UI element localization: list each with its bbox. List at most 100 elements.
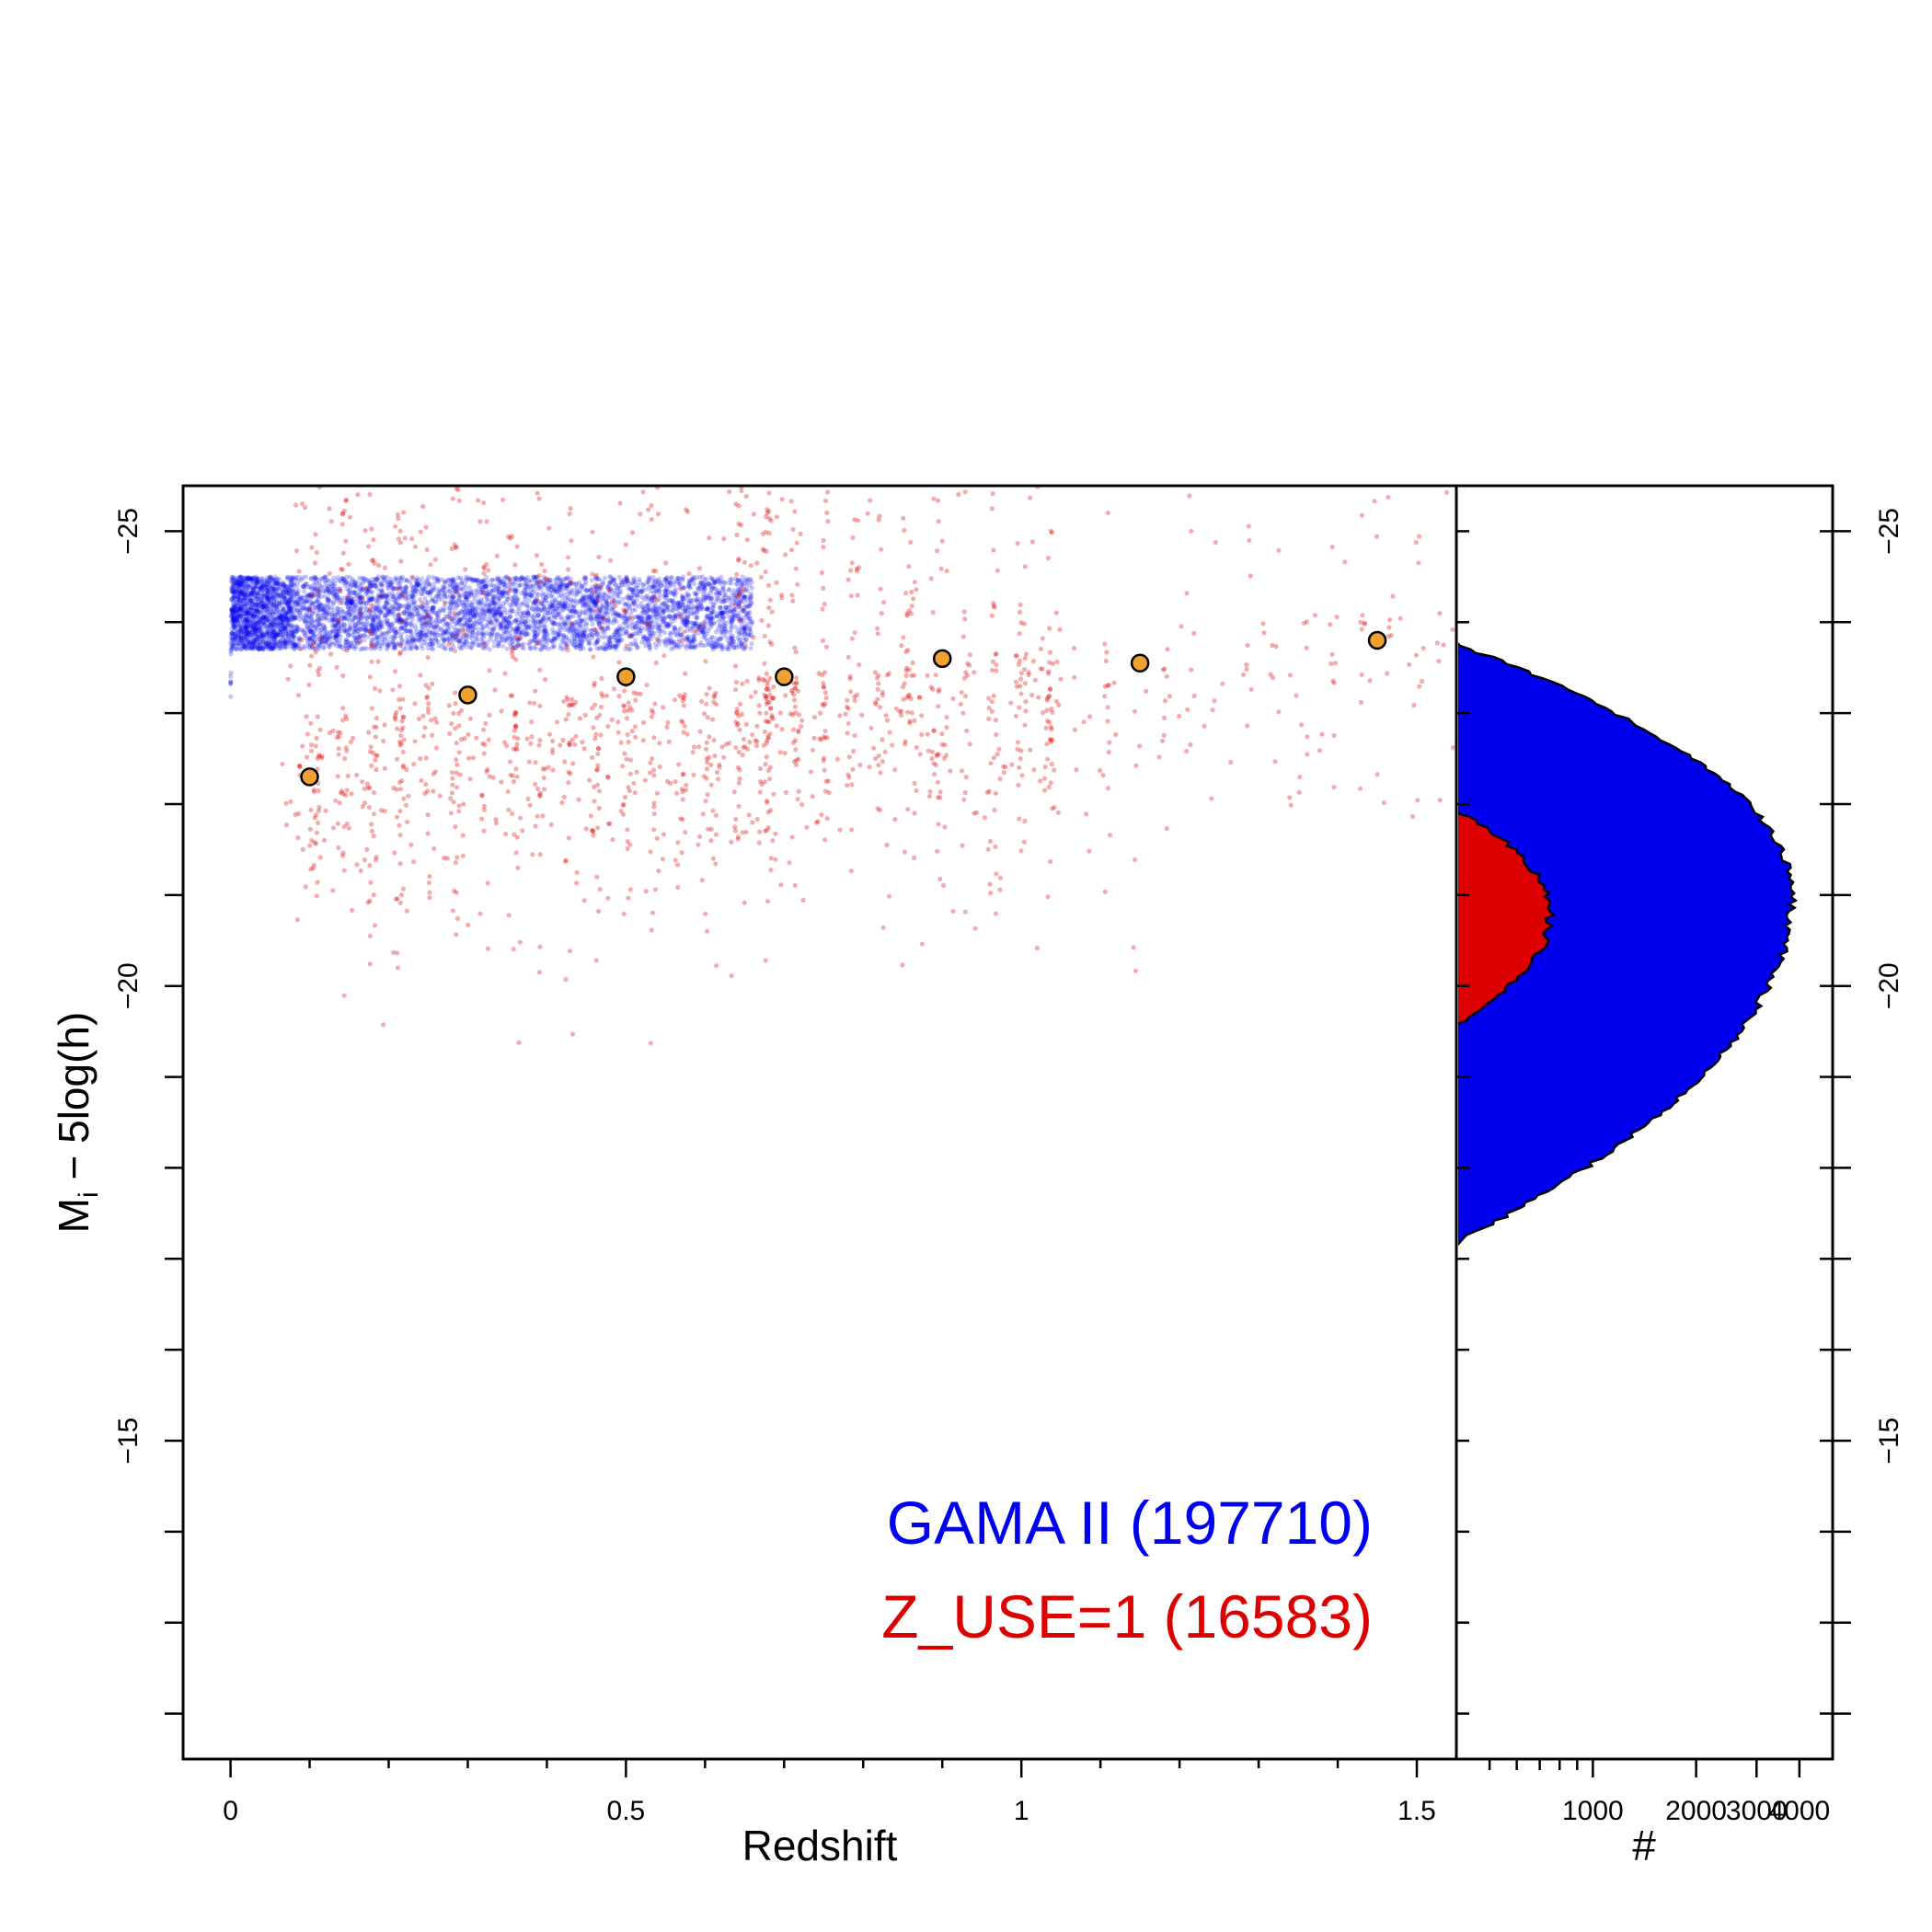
- scatter-point: [318, 621, 324, 627]
- scatter-point: [439, 627, 444, 633]
- scatter-point: [245, 642, 250, 648]
- scatter-point: [378, 607, 385, 613]
- scatter-point: [474, 636, 479, 641]
- scatter-point: [340, 575, 346, 581]
- scatter-point: [457, 592, 464, 598]
- scatter-point: [364, 586, 370, 592]
- scatter-point: [228, 638, 234, 644]
- scatter-point: [236, 641, 241, 647]
- scatter-point: [500, 604, 506, 610]
- scatter-point: [503, 574, 509, 580]
- scatter-point: [504, 610, 510, 615]
- scatter-point: [249, 590, 255, 595]
- scatter-point: [580, 632, 585, 638]
- scatter-point: [532, 600, 537, 606]
- scatter-point: [650, 579, 656, 584]
- scatter-point: [253, 596, 259, 602]
- scatter-point: [266, 624, 271, 629]
- scatter-point: [630, 607, 636, 613]
- scatter-point: [723, 633, 729, 639]
- scatter-point: [414, 583, 420, 589]
- scatter-point: [612, 644, 618, 650]
- scatter-point: [499, 624, 504, 629]
- scatter-point: [583, 588, 589, 593]
- scatter-point: [275, 594, 281, 600]
- scatter-point: [262, 617, 268, 623]
- scatter-point: [231, 616, 236, 623]
- scatter-point: [420, 607, 426, 613]
- scatter-point: [463, 584, 468, 591]
- scatter-point: [603, 641, 608, 647]
- scatter-point: [560, 596, 566, 602]
- scatter-point: [328, 612, 334, 617]
- scatter-point: [710, 640, 716, 646]
- scatter-point: [616, 582, 622, 589]
- scatter-point: [555, 589, 560, 594]
- scatter-point: [717, 624, 722, 629]
- scatter-point: [466, 603, 472, 608]
- scatter-point: [611, 591, 616, 596]
- scatter-point: [408, 612, 414, 617]
- scatter-point: [583, 622, 589, 627]
- scatter-point: [569, 597, 574, 603]
- scatter-point: [270, 611, 276, 616]
- scatter-point: [535, 582, 541, 588]
- scatter-point: [398, 575, 404, 581]
- scatter-point: [696, 606, 701, 612]
- scatter-point: [270, 622, 277, 627]
- scatter-point: [458, 616, 464, 622]
- scatter-point: [447, 581, 453, 587]
- scatter-point: [426, 619, 431, 625]
- scatter-point: [427, 582, 432, 588]
- scatter-point: [429, 642, 434, 648]
- scatter-point: [524, 624, 530, 629]
- scatter-point: [237, 606, 243, 612]
- scatter-point: [260, 638, 267, 644]
- scatter-point: [366, 587, 372, 592]
- scatter-point: [291, 581, 297, 587]
- scatter-point: [337, 644, 342, 650]
- scatter-point: [524, 604, 530, 609]
- scatter-point: [465, 577, 470, 582]
- scatter-point: [480, 578, 487, 583]
- scatter-point: [321, 645, 327, 650]
- scatter-point: [293, 590, 299, 596]
- scatter-point: [414, 645, 420, 651]
- scatter-point: [360, 621, 365, 627]
- scatter-point: [644, 603, 650, 609]
- scatter-point: [558, 587, 563, 592]
- scatter-point: [638, 601, 644, 606]
- scatter-point: [558, 616, 565, 622]
- scatter-point: [383, 605, 388, 611]
- scatter-point: [258, 625, 263, 631]
- scatter-point: [341, 615, 347, 621]
- scatter-point: [486, 597, 491, 603]
- scatter-point: [247, 631, 252, 637]
- scatter-point: [284, 620, 290, 626]
- scatter-point: [539, 642, 545, 648]
- scatter-point: [352, 615, 358, 620]
- scatter-point: [416, 632, 421, 638]
- scatter-point: [230, 630, 236, 636]
- scatter-point: [626, 595, 631, 601]
- scatter-point: [289, 604, 294, 610]
- scatter-point: [565, 627, 571, 632]
- scatter-point: [271, 634, 278, 639]
- scatter-point: [551, 615, 557, 620]
- scatter-point: [334, 622, 339, 627]
- scatter-point: [491, 627, 497, 632]
- scatter-point: [627, 594, 633, 601]
- scatter-point: [489, 577, 495, 583]
- scatter-point: [505, 596, 511, 603]
- scatter-point: [531, 600, 536, 605]
- scatter-point: [581, 577, 587, 582]
- scatter-point: [470, 629, 476, 635]
- scatter-point: [362, 576, 368, 581]
- scatter-point: [665, 604, 671, 609]
- scatter-point: [338, 642, 343, 648]
- scatter-point: [335, 618, 340, 625]
- scatter-point: [625, 623, 630, 628]
- scatter-point: [674, 605, 680, 612]
- scatter-point: [406, 639, 411, 645]
